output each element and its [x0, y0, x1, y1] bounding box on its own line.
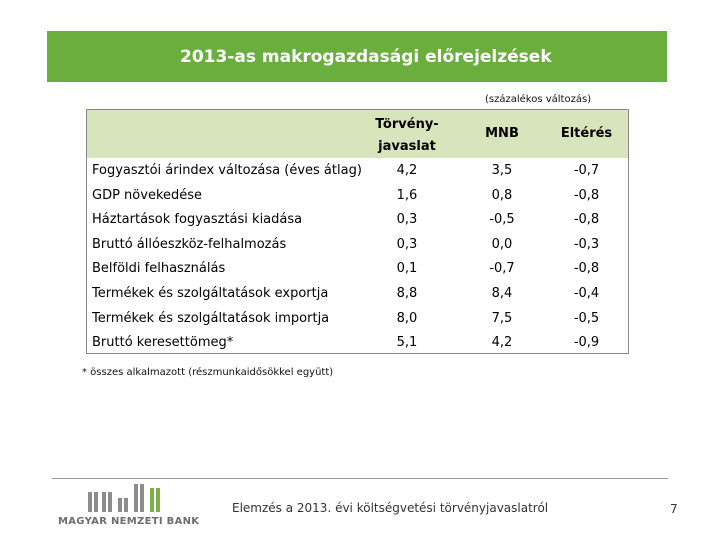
row-label: Bruttó állóeszköz-felhalmozás — [92, 236, 287, 252]
cell-mnb: 0,8 — [491, 187, 513, 203]
unit-note: (százalékos változás) — [485, 94, 592, 105]
table-row: Belföldi felhasználás 0,1 -0,7 -0,8 — [87, 258, 628, 283]
slide-title: 2013-as makrogazdasági előrejelzések — [180, 46, 552, 67]
cell-elteres: -0,8 — [573, 261, 600, 277]
header-torvenyjavaslat-line1: Törvény- — [375, 117, 439, 132]
cell-torvenyjavaslat: 8,8 — [396, 285, 418, 301]
mnb-logo-text: MAGYAR NEMZETI BANK — [58, 516, 200, 527]
row-label: Fogyasztói árindex változása (éves átlag… — [92, 163, 362, 178]
cell-torvenyjavaslat: 0,3 — [396, 236, 418, 252]
header-mnb: MNB — [485, 126, 519, 141]
cell-elteres: -0,4 — [573, 285, 600, 301]
cell-torvenyjavaslat: 1,6 — [396, 187, 418, 203]
slide-title-bar: 2013-as makrogazdasági előrejelzések — [47, 31, 667, 82]
mnb-logo-bars-icon — [88, 484, 160, 512]
cell-mnb: -0,7 — [489, 261, 515, 277]
cell-elteres: -0,8 — [573, 212, 600, 228]
header-torvenyjavaslat: Törvény- javaslat — [357, 114, 457, 158]
row-label: Belföldi felhasználás — [92, 261, 226, 277]
cell-elteres: -0,5 — [573, 310, 600, 326]
table-row: Termékek és szolgáltatások exportja 8,8 … — [87, 283, 628, 308]
cell-torvenyjavaslat: 5,1 — [396, 335, 418, 351]
cell-mnb: 8,4 — [491, 285, 513, 301]
cell-elteres: -0,9 — [573, 335, 600, 351]
table-row: Termékek és szolgáltatások importja 8,0 … — [87, 308, 628, 333]
cell-mnb: 4,2 — [491, 335, 513, 351]
header-torvenyjavaslat-line2: javaslat — [378, 139, 436, 154]
table-row: Háztartások fogyasztási kiadása 0,3 -0,5… — [87, 209, 628, 234]
cell-mnb: -0,5 — [489, 212, 515, 228]
row-label: GDP növekedése — [92, 187, 203, 203]
row-label: Termékek és szolgáltatások exportja — [92, 285, 329, 301]
table-row: Fogyasztói árindex változása (éves átlag… — [87, 160, 628, 185]
cell-torvenyjavaslat: 8,0 — [396, 310, 418, 326]
header-elteres: Eltérés — [560, 126, 613, 141]
cell-torvenyjavaslat: 0,1 — [396, 261, 418, 277]
footer-caption: Elemzés a 2013. évi költségvetési törvén… — [232, 501, 549, 515]
row-label: Háztartások fogyasztási kiadása — [92, 212, 303, 228]
mnb-logo: MAGYAR NEMZETI BANK — [56, 484, 206, 532]
cell-elteres: -0,7 — [573, 163, 600, 178]
cell-torvenyjavaslat: 4,2 — [396, 163, 418, 178]
forecast-table: Törvény- javaslat MNB Eltérés Fogyasztói… — [86, 109, 629, 354]
table-row: Bruttó állóeszköz-felhalmozás 0,3 0,0 -0… — [87, 234, 628, 259]
cell-mnb: 3,5 — [491, 163, 513, 178]
table-body: Fogyasztói árindex változása (éves átlag… — [87, 160, 628, 357]
cell-mnb: 0,0 — [491, 236, 513, 252]
table-header: Törvény- javaslat MNB Eltérés — [87, 110, 628, 158]
footnote: * összes alkalmazott (részmunkaidősökkel… — [82, 367, 334, 378]
row-label: Termékek és szolgáltatások importja — [92, 310, 330, 326]
cell-mnb: 7,5 — [491, 310, 513, 326]
table-row: Bruttó keresettömeg* 5,1 4,2 -0,9 — [87, 332, 628, 357]
footer-divider — [52, 478, 668, 479]
cell-torvenyjavaslat: 0,3 — [396, 212, 418, 228]
table-row: GDP növekedése 1,6 0,8 -0,8 — [87, 185, 628, 210]
page-number: 7 — [670, 502, 678, 516]
cell-elteres: -0,8 — [573, 187, 600, 203]
cell-elteres: -0,3 — [573, 236, 600, 252]
row-label: Bruttó keresettömeg* — [92, 335, 234, 351]
